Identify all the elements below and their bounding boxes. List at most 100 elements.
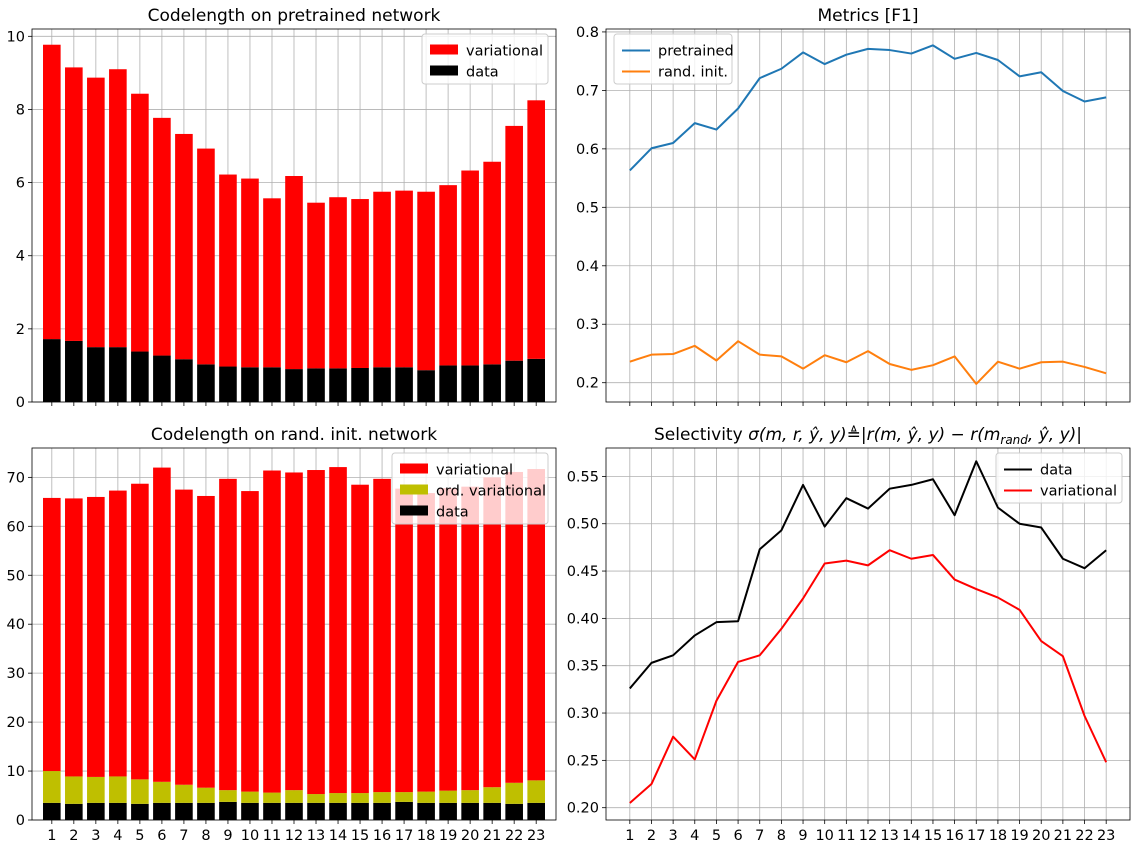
bar-variational — [483, 161, 501, 365]
bar-ord-variational — [175, 784, 193, 803]
bar-variational — [153, 117, 171, 356]
legend: variational ord. variational data — [391, 452, 549, 525]
bar-data — [527, 358, 545, 402]
y-tick-label: 0.4 — [576, 259, 599, 275]
y-tick-label: 0.25 — [567, 753, 599, 769]
x-tick-label: 1 — [625, 828, 634, 844]
bar-variational — [109, 490, 127, 777]
bar-data — [351, 367, 369, 402]
bar-variational — [219, 478, 237, 791]
bar-data — [43, 802, 61, 820]
bar-ord-variational — [153, 781, 171, 803]
legend: pretrained rand. init. — [613, 33, 734, 85]
x-tick-label: 1 — [47, 828, 56, 844]
y-tick-label: 0 — [16, 395, 25, 411]
bar-variational — [307, 470, 325, 795]
x-tick-label: 6 — [157, 828, 166, 844]
y-tick-label: 2 — [16, 322, 25, 338]
x-tick-label: 4 — [690, 828, 699, 844]
bar-data — [307, 802, 325, 820]
bar-data — [483, 364, 501, 402]
bar-variational — [505, 471, 523, 783]
bar-variational — [373, 191, 391, 368]
bar-data — [263, 802, 281, 820]
x-tick-label: 19 — [1010, 828, 1028, 844]
series-line-data — [629, 460, 1107, 690]
y-tick-label: 0.55 — [567, 469, 599, 485]
bar-variational — [197, 148, 215, 365]
y-tick-label: 4 — [16, 249, 25, 265]
x-tick-label: 20 — [1032, 828, 1050, 844]
x-tick-label: 21 — [483, 828, 501, 844]
bar-ord-variational — [461, 790, 479, 803]
bar-data — [417, 370, 435, 402]
x-tick-label: 11 — [263, 828, 281, 844]
bar-data — [439, 802, 457, 820]
bar-data — [307, 368, 325, 402]
y-tick-label: 6 — [16, 176, 25, 192]
series-line-rand-init — [629, 340, 1107, 385]
x-tick-label: 13 — [880, 828, 898, 844]
bar-variational — [175, 133, 193, 360]
bar-data — [153, 355, 171, 402]
bar-data — [109, 802, 127, 820]
bar-data — [131, 351, 149, 402]
bar-ord-variational — [241, 791, 259, 803]
legend: variational data — [421, 33, 549, 85]
legend-label-variational: variational — [1040, 484, 1117, 500]
bar-data — [285, 369, 303, 402]
bar-data — [483, 802, 501, 820]
bar-ord-variational — [395, 792, 413, 802]
y-tick-label: 60 — [7, 519, 25, 535]
bar-variational — [65, 498, 83, 777]
x-tick-label: 7 — [755, 828, 764, 844]
x-tick-label: 19 — [439, 828, 457, 844]
bar-variational — [43, 44, 61, 340]
legend-label-rand-init: rand. init. — [658, 65, 728, 81]
bar-variational — [263, 198, 281, 368]
bar-data — [373, 367, 391, 402]
y-tick-label: 0.8 — [576, 25, 599, 41]
x-tick-label: 17 — [967, 828, 985, 844]
x-tick-label: 8 — [777, 828, 786, 844]
bar-data — [219, 366, 237, 402]
x-tick-label: 7 — [179, 828, 188, 844]
x-tick-label: 18 — [989, 828, 1007, 844]
legend-swatch-ord-variational — [400, 484, 428, 495]
bar-variational — [329, 197, 347, 369]
bar-variational — [417, 191, 435, 371]
bar-data — [219, 801, 237, 820]
bar-variational — [417, 493, 435, 792]
x-tick-label: 14 — [902, 828, 920, 844]
chart-title: Metrics [F1] — [818, 6, 919, 26]
x-tick-label: 4 — [113, 828, 122, 844]
x-tick-label: 12 — [285, 828, 303, 844]
legend-label-data: data — [1040, 463, 1073, 479]
bar-data — [87, 347, 105, 402]
bar-data — [43, 339, 61, 402]
bar-variational — [439, 185, 457, 366]
bar-ord-variational — [505, 782, 523, 804]
x-tick-label: 10 — [815, 828, 833, 844]
bar-variational — [65, 67, 83, 341]
x-tick-label: 16 — [945, 828, 963, 844]
x-tick-label: 2 — [647, 828, 656, 844]
series-line-pretrained — [629, 44, 1107, 172]
bar-variational — [307, 202, 325, 369]
bar-data — [505, 360, 523, 402]
y-tick-label: 0.6 — [576, 142, 599, 158]
y-tick-label: 0.30 — [567, 706, 599, 722]
panel-selectivity: 0.200.250.300.350.400.450.500.551 2 3 4 5 6 7 8… — [567, 425, 1131, 844]
bar-variational — [197, 495, 215, 788]
legend-swatch-variational — [430, 44, 458, 55]
bar-variational — [241, 178, 259, 368]
series-line-variational — [629, 549, 1108, 804]
y-tick-label: 0.5 — [576, 200, 599, 216]
bar-variational — [263, 470, 281, 793]
chart-title: Selectivity σ(m, r, ŷ, y)≜|r(m, ŷ, y) − … — [654, 425, 1082, 447]
bar-variational — [527, 100, 545, 359]
x-tick-label: 23 — [1097, 828, 1115, 844]
y-tick-label: 0.3 — [576, 317, 599, 333]
